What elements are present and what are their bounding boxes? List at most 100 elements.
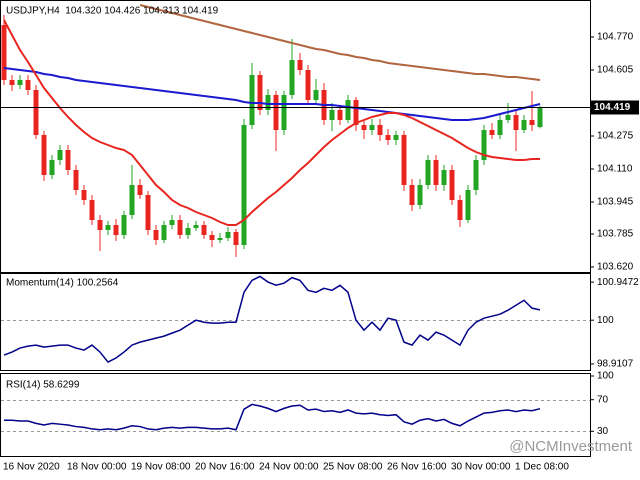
- candle-body: [513, 115, 519, 130]
- panel-title: RSI(14) 58.6299: [6, 380, 80, 391]
- candle-body: [273, 95, 279, 130]
- watermark: @NCMInvestment: [509, 438, 633, 455]
- candle-body: [9, 80, 15, 85]
- candle-body: [73, 170, 79, 190]
- x-tick-label: 1 Dec 08:00: [515, 462, 569, 473]
- candle-body: [113, 225, 119, 235]
- candle-body: [473, 160, 479, 190]
- y-tick-label: 100: [597, 315, 614, 326]
- y-tick-label: 30: [597, 426, 609, 437]
- candle-body: [417, 185, 423, 205]
- candle-body: [457, 200, 463, 220]
- y-tick-label: 103.945: [597, 197, 634, 208]
- x-tick-label: 20 Nov 16:00: [195, 462, 255, 473]
- candle-body: [425, 160, 431, 185]
- candle-body: [401, 135, 407, 185]
- candle-body: [17, 80, 23, 85]
- y-tick-label: 103.785: [597, 229, 634, 240]
- candle-body: [81, 190, 87, 200]
- candle-body: [249, 75, 255, 125]
- y-tick-label: 100: [597, 371, 614, 382]
- candle-body: [145, 195, 151, 230]
- x-tick-label: 16 Nov 2020: [3, 462, 60, 473]
- candle-body: [377, 125, 383, 135]
- candle-body: [537, 107, 543, 127]
- candle-body: [89, 200, 95, 220]
- candle-body: [57, 150, 63, 160]
- y-tick-label: 100.9472: [597, 277, 639, 288]
- y-tick-label: 103.620: [597, 262, 634, 273]
- indicator-line: [4, 403, 541, 431]
- candle-body: [385, 135, 391, 140]
- x-tick-label: 30 Nov 00:00: [451, 462, 511, 473]
- candle-body: [1, 25, 7, 80]
- candle-body: [225, 232, 231, 238]
- candle-body: [465, 190, 471, 220]
- last-price-label: 104.419: [594, 102, 631, 113]
- moving-average-line: [3, 19, 540, 226]
- candle-body: [193, 225, 199, 228]
- candle-body: [209, 235, 215, 240]
- panel-title: USDJPY,H4 104.320 104.426 104.313 104.41…: [6, 6, 219, 17]
- panel-plot: [4, 403, 541, 431]
- candle-body: [217, 238, 223, 240]
- x-tick-label: 26 Nov 16:00: [387, 462, 447, 473]
- momentum-panel-frame: [0, 273, 591, 371]
- y-tick-label: 104.110: [597, 164, 633, 175]
- candle-body: [289, 60, 295, 95]
- candle-body: [257, 75, 263, 110]
- candle-body: [489, 130, 495, 135]
- candle-body: [449, 170, 455, 200]
- panel-title: Momentum(14) 100.2564: [6, 278, 119, 289]
- candle-body: [33, 90, 39, 135]
- candle-body: [481, 130, 487, 160]
- candle-body: [65, 150, 71, 170]
- candle-body: [25, 80, 31, 90]
- candle-body: [185, 228, 191, 235]
- x-tick-label: 19 Nov 08:00: [131, 462, 191, 473]
- candle-body: [137, 185, 143, 195]
- candle-body: [281, 95, 287, 130]
- candle-body: [353, 100, 359, 125]
- x-tick-label: 25 Nov 08:00: [323, 462, 383, 473]
- candle-body: [233, 232, 239, 245]
- candle-body: [497, 120, 503, 135]
- candle-body: [169, 220, 175, 225]
- last-price-box: [591, 100, 639, 115]
- candle-body: [441, 170, 447, 185]
- candle-body: [337, 110, 343, 120]
- indicator-line: [3, 275, 541, 363]
- candle-body: [105, 225, 111, 230]
- candle-body: [121, 215, 127, 235]
- candle-body: [329, 110, 335, 120]
- candle-body: [161, 225, 167, 240]
- candle-body: [433, 160, 439, 185]
- candle-body: [521, 120, 527, 130]
- candle-body: [41, 135, 47, 175]
- rsi-panel-frame: [0, 373, 591, 457]
- candle-body: [505, 115, 511, 120]
- candle-body: [153, 230, 159, 240]
- candle-body: [361, 125, 367, 130]
- candle-body: [129, 185, 135, 215]
- x-tick-label: 18 Nov 00:00: [67, 462, 127, 473]
- y-tick-label: 104.605: [597, 65, 634, 76]
- moving-average-line: [3, 67, 541, 121]
- candle-body: [393, 135, 399, 140]
- candle-body: [313, 90, 319, 100]
- candle-body: [409, 185, 415, 205]
- candle-body: [241, 125, 247, 245]
- y-tick-label: 104.770: [597, 32, 634, 43]
- candle-body: [49, 160, 55, 175]
- candle-body: [369, 125, 375, 130]
- candle-body: [97, 220, 103, 230]
- candle-body: [305, 70, 311, 100]
- moving-average-line: [139, 4, 541, 81]
- panel-plot: [3, 275, 541, 363]
- y-tick-label: 98.9107: [597, 359, 634, 370]
- candle-body: [177, 220, 183, 235]
- candle-body: [345, 100, 351, 120]
- candle-body: [265, 95, 271, 110]
